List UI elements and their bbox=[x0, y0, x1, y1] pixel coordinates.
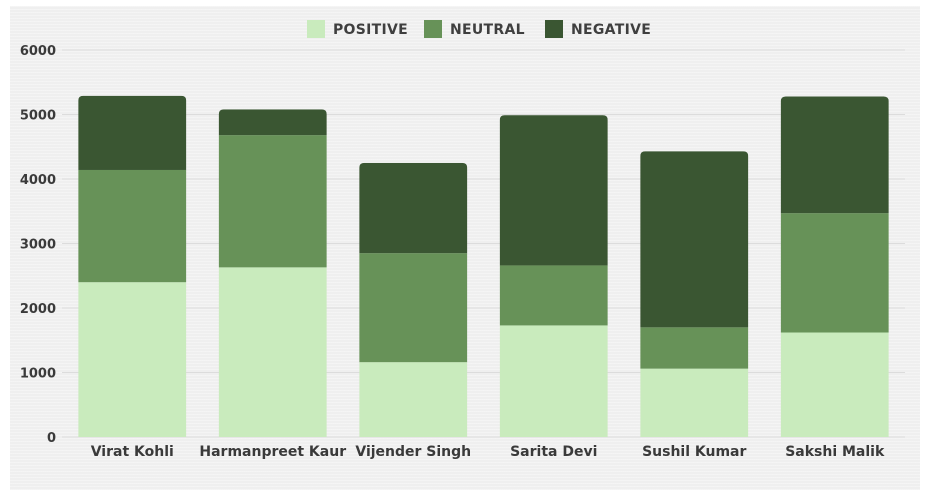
y-tick-label: 4000 bbox=[20, 173, 56, 188]
bar-segment-positive bbox=[78, 282, 187, 437]
bar-stack bbox=[359, 162, 468, 437]
bars bbox=[78, 95, 889, 437]
y-tick-label: 2000 bbox=[20, 302, 56, 317]
bar-segment-neutral bbox=[359, 253, 468, 363]
bar-segment-neutral bbox=[218, 135, 327, 268]
y-tick-label: 6000 bbox=[20, 44, 56, 59]
bar-segment-negative bbox=[218, 109, 327, 136]
y-tick-label: 1000 bbox=[20, 367, 56, 382]
y-axis-ticks: 0 1000 2000 3000 4000 5000 6000 bbox=[20, 44, 56, 446]
bar-stack bbox=[78, 95, 187, 437]
legend-label-neutral: NEUTRAL bbox=[450, 22, 525, 38]
bar-segment-positive bbox=[218, 267, 327, 437]
bar-segment-positive bbox=[359, 362, 468, 437]
legend: POSITIVE NEUTRAL NEGATIVE bbox=[307, 20, 651, 38]
bar-segment-negative bbox=[499, 115, 608, 266]
legend-label-positive: POSITIVE bbox=[333, 22, 408, 38]
x-tick-label: Sakshi Malik bbox=[785, 444, 885, 460]
x-axis-ticks: Virat Kohli Harmanpreet Kaur Vijender Sing… bbox=[91, 444, 885, 460]
bar-segment-neutral bbox=[780, 213, 889, 333]
bar-segment-positive bbox=[780, 332, 889, 437]
x-tick-label: Sarita Devi bbox=[510, 444, 597, 460]
x-tick-label: Harmanpreet Kaur bbox=[199, 444, 346, 460]
gridlines bbox=[62, 49, 905, 438]
bar-stack bbox=[640, 151, 749, 437]
bar-segment-negative bbox=[78, 95, 187, 170]
bar-segment-negative bbox=[359, 162, 468, 254]
y-tick-label: 5000 bbox=[20, 109, 56, 124]
bar-segment-neutral bbox=[640, 327, 749, 369]
legend-label-negative: NEGATIVE bbox=[571, 22, 651, 38]
x-tick-label: Virat Kohli bbox=[91, 444, 174, 460]
bar-segment-negative bbox=[640, 151, 749, 328]
legend-swatch-neutral bbox=[424, 20, 442, 38]
bar-stack bbox=[499, 115, 608, 437]
bar-segment-positive bbox=[499, 325, 608, 437]
x-tick-label: Sushil Kumar bbox=[642, 444, 746, 460]
bar-stack bbox=[780, 96, 889, 437]
bar-stack bbox=[218, 109, 327, 437]
bar-segment-negative bbox=[780, 96, 889, 214]
y-tick-label: 3000 bbox=[20, 238, 56, 253]
x-tick-label: Vijender Singh bbox=[355, 444, 471, 460]
y-tick-label: 0 bbox=[47, 431, 56, 446]
bar-segment-positive bbox=[640, 368, 749, 437]
legend-swatch-negative bbox=[545, 20, 563, 38]
bar-segment-neutral bbox=[78, 169, 187, 283]
legend-swatch-positive bbox=[307, 20, 325, 38]
bar-segment-neutral bbox=[499, 265, 608, 326]
